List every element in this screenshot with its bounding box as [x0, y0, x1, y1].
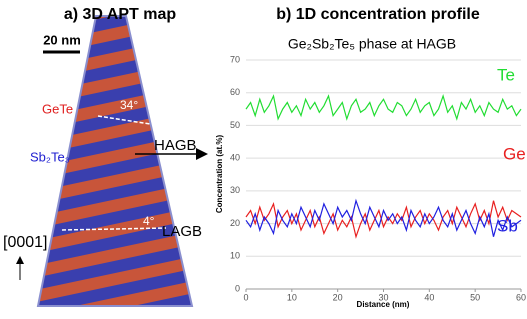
x-tick-label: 10 [287, 292, 297, 302]
boundary-label: HAGB [154, 137, 197, 154]
panel-title: a) 3D APT map [64, 6, 177, 23]
legend-label: Sb [497, 216, 518, 235]
x-tick-label: 40 [424, 292, 434, 302]
angle-label: 34° [120, 98, 138, 112]
series-line [245, 198, 522, 237]
apt-map [36, 15, 194, 307]
phase-label: Sb₂Te₃ [30, 149, 70, 164]
y-tick-label: 0 [235, 283, 240, 293]
series-line [245, 200, 522, 239]
boundary-line [97, 115, 151, 125]
y-tick-label: 20 [230, 218, 240, 228]
x-tick-label: 30 [378, 292, 388, 302]
x-tick-label: 0 [243, 292, 248, 302]
y-tick-label: 40 [230, 153, 240, 163]
legend-label: Ge [503, 144, 526, 163]
boundary-line [61, 227, 167, 231]
y-tick-label: 70 [230, 54, 240, 64]
x-tick-label: 20 [333, 292, 343, 302]
y-axis-title: Concentration (at.%) [215, 135, 224, 214]
x-axis-title: Distance (nm) [357, 300, 410, 309]
y-tick-label: 30 [230, 185, 240, 195]
panel-title: b) 1D concentration profile [276, 6, 480, 23]
legend-label: Te [497, 65, 515, 84]
x-tick-label: 50 [470, 292, 480, 302]
y-tick-label: 60 [230, 87, 240, 97]
chart-title: Ge₂Sb₂Te₅ phase at HAGB [288, 36, 456, 52]
y-tick-label: 50 [230, 120, 240, 130]
direction-label: [0001] [3, 234, 47, 251]
scale-label: 20 nm [43, 32, 81, 47]
series-line [245, 94, 522, 121]
phase-label: GeTe [42, 101, 73, 116]
boundary-label: LAGB [162, 223, 202, 240]
angle-label: 4° [143, 214, 155, 228]
x-tick-label: 60 [516, 292, 526, 302]
y-tick-label: 10 [230, 251, 240, 261]
